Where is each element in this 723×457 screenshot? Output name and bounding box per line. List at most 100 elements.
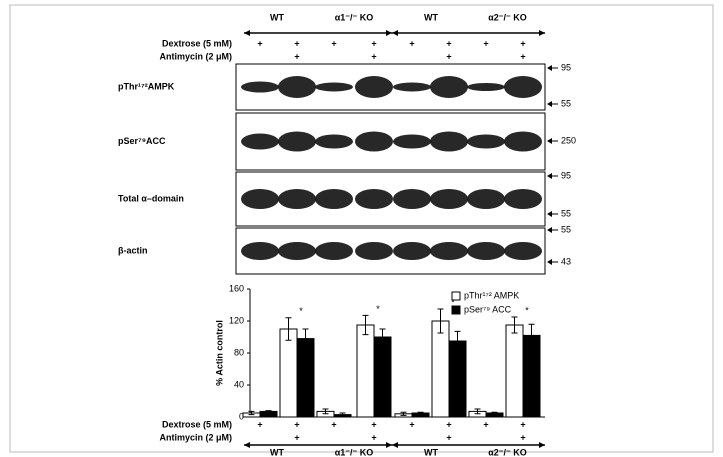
figure-border	[9, 4, 714, 453]
legend-swatch	[451, 291, 461, 301]
error-bar	[302, 328, 309, 349]
blot-band	[430, 76, 468, 98]
treatment-mark: +	[257, 419, 262, 429]
blot-label: Total α–domain	[118, 193, 184, 203]
significance-mark: *	[451, 297, 455, 307]
marker-label: 55	[561, 224, 571, 234]
arrow-head	[392, 30, 398, 36]
arrow-head	[392, 442, 398, 448]
blot-band	[241, 242, 279, 260]
blot-band	[278, 189, 316, 209]
marker-arrow	[547, 227, 552, 233]
y-tick-label: 0	[239, 411, 244, 421]
treatment-mark: +	[371, 419, 376, 429]
error-bar	[528, 323, 535, 348]
treatment-mark: +	[294, 432, 299, 442]
arrow-head	[386, 30, 392, 36]
error-bar	[339, 412, 346, 417]
legend-label: pSer⁷⁹ ACC	[464, 304, 512, 314]
blot-band	[504, 189, 542, 209]
blot-band	[241, 81, 279, 93]
blot-band	[467, 134, 505, 149]
marker-label: 43	[561, 256, 571, 266]
y-tick-label: 160	[229, 283, 244, 293]
error-bar	[322, 408, 329, 415]
group-label: WT	[424, 12, 438, 22]
treatment-mark: +	[483, 419, 488, 429]
treatment-mark: +	[520, 38, 525, 48]
marker-arrow	[547, 259, 552, 265]
blot-band	[355, 242, 393, 260]
bar	[373, 336, 392, 418]
blot-band	[504, 242, 542, 260]
blot-band	[467, 242, 505, 260]
blot-band	[467, 189, 505, 209]
treatment-mark: +	[331, 38, 336, 48]
blot-band	[504, 131, 542, 152]
error-bar	[379, 328, 386, 346]
marker-label: 250	[561, 135, 576, 145]
bar	[356, 324, 375, 418]
error-bar	[474, 408, 481, 415]
significance-mark: *	[525, 305, 529, 315]
treatment-label: Dextrose (5 mM)	[162, 38, 232, 48]
error-bar	[437, 308, 444, 334]
treatment-mark: +	[446, 432, 451, 442]
arrow-head	[244, 30, 250, 36]
y-tick-label: 80	[234, 347, 244, 357]
blot-band	[315, 189, 353, 209]
error-bar	[248, 410, 255, 416]
treatment-mark: +	[483, 38, 488, 48]
treatment-label: Antimycin (2 μM)	[159, 51, 232, 61]
arrow-head	[539, 442, 545, 448]
group-label: WT	[270, 447, 284, 457]
blot-band	[393, 82, 431, 92]
blot-band	[355, 131, 393, 152]
arrow-head	[386, 442, 392, 448]
treatment-mark: +	[294, 419, 299, 429]
blot-label: pThr¹⁷²AMPK	[118, 81, 175, 91]
marker-arrow	[547, 138, 552, 144]
treatment-mark: +	[520, 51, 525, 61]
group-label: α1⁻/⁻ KO	[335, 12, 374, 22]
marker-label: 95	[561, 170, 571, 180]
y-tick-label: 40	[234, 379, 244, 389]
treatment-mark: +	[409, 419, 414, 429]
treatment-mark: +	[446, 419, 451, 429]
y-tick-label: 120	[229, 315, 244, 325]
blot-band	[430, 189, 468, 209]
error-bar	[285, 317, 292, 341]
treatment-mark: +	[257, 38, 262, 48]
blot-band	[315, 134, 353, 149]
treatment-label: Dextrose (5 mM)	[162, 419, 232, 429]
treatment-mark: +	[371, 51, 376, 61]
blot-band	[241, 133, 279, 150]
marker-arrow	[547, 65, 552, 71]
bar	[522, 334, 541, 418]
marker-arrow	[547, 211, 552, 217]
bar	[431, 320, 450, 418]
error-bar	[417, 411, 424, 415]
significance-mark: *	[376, 304, 380, 314]
bar	[296, 338, 315, 418]
marker-arrow	[547, 173, 552, 179]
blot-band	[504, 76, 542, 98]
blot-band	[278, 76, 316, 98]
legend-swatch	[451, 305, 461, 315]
blot-band	[393, 242, 431, 260]
treatment-mark: +	[331, 419, 336, 429]
marker-arrow	[547, 101, 552, 107]
group-label: WT	[424, 447, 438, 457]
group-label: α2⁻/⁻ KO	[488, 12, 527, 22]
marker-label: 95	[561, 62, 571, 72]
treatment-mark: +	[520, 419, 525, 429]
treatment-mark: +	[520, 432, 525, 442]
y-axis-label: % Actin control	[214, 320, 224, 386]
blot-label: β-actin	[118, 245, 148, 255]
group-label: α2⁻/⁻ KO	[488, 447, 527, 457]
marker-label: 55	[561, 208, 571, 218]
blot-band	[393, 134, 431, 149]
blot-band	[467, 83, 505, 91]
bar	[448, 340, 467, 418]
significance-mark: *	[299, 306, 303, 316]
